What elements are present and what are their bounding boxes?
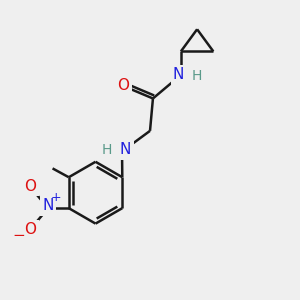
Text: H: H	[192, 69, 202, 83]
Text: O: O	[25, 222, 37, 237]
Text: N: N	[43, 198, 54, 213]
Text: −: −	[12, 228, 25, 243]
Text: O: O	[118, 78, 130, 93]
Text: N: N	[120, 142, 131, 158]
Text: H: H	[101, 143, 112, 157]
Text: O: O	[25, 178, 37, 194]
Text: +: +	[51, 191, 62, 204]
Text: N: N	[173, 68, 184, 82]
